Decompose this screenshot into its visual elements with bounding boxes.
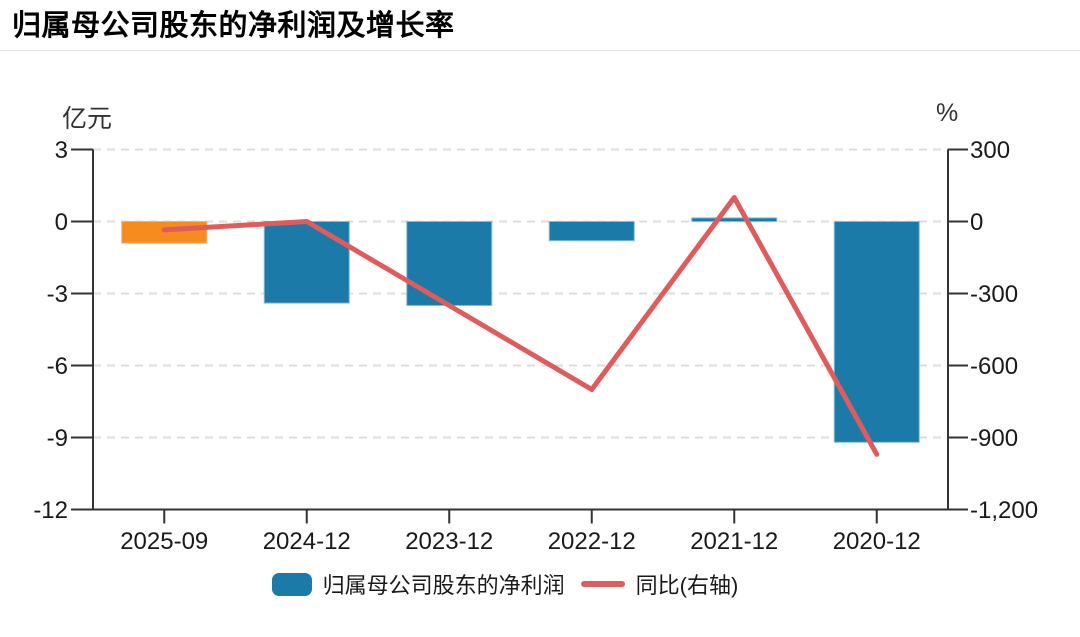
x-axis-tick-label: 2021-12 bbox=[690, 528, 778, 555]
legend-item-yoy[interactable]: 同比(右轴) bbox=[580, 568, 739, 600]
bar-2020-12[interactable] bbox=[833, 221, 920, 443]
line-series-label: 同比(右轴) bbox=[635, 573, 739, 598]
left-axis-tick-label: -6 bbox=[47, 353, 68, 380]
bar-series-swatch bbox=[271, 572, 312, 596]
left-axis-tick-label: -9 bbox=[47, 425, 68, 452]
bar-2021-12[interactable] bbox=[691, 217, 778, 222]
yoy-trend-line[interactable] bbox=[161, 195, 880, 457]
right-axis-tick-label: -300 bbox=[970, 281, 1018, 308]
right-axis-unit-label: % bbox=[936, 99, 959, 127]
right-axis-tick-label: 300 bbox=[970, 137, 1010, 164]
x-axis-tick-label: 2024-12 bbox=[263, 528, 351, 555]
left-axis-tick-label: 0 bbox=[55, 209, 68, 236]
legend: 归属母公司股东的净利润 同比(右轴) bbox=[0, 568, 1045, 600]
left-axis-tick-label: -12 bbox=[33, 497, 68, 524]
left-axis-unit-label: 亿元 bbox=[62, 105, 113, 133]
bar-2023-12[interactable] bbox=[406, 221, 493, 306]
left-axis-tick-label: -3 bbox=[47, 281, 68, 308]
x-axis-tick-label: 2023-12 bbox=[405, 528, 493, 555]
line-series-swatch bbox=[580, 581, 625, 587]
bar-series-label: 归属母公司股东的净利润 bbox=[322, 573, 565, 598]
legend-item-net-profit[interactable]: 归属母公司股东的净利润 bbox=[271, 568, 565, 600]
bar-2022-12[interactable] bbox=[548, 221, 635, 242]
x-axis-tick-label: 2025-09 bbox=[120, 528, 208, 555]
right-axis-tick-label: -600 bbox=[970, 353, 1018, 380]
right-axis-tick-label: 0 bbox=[970, 209, 983, 236]
right-axis-tick-label: -1,200 bbox=[970, 497, 1038, 524]
bar-2024-12[interactable] bbox=[263, 221, 350, 304]
x-axis-tick-label: 2020-12 bbox=[833, 528, 921, 555]
page-header: 归属母公司股东的净利润及增长率 bbox=[0, 0, 1080, 51]
page-title: 归属母公司股东的净利润及增长率 bbox=[12, 10, 455, 42]
left-axis-tick-label: 3 bbox=[55, 137, 68, 164]
x-axis-tick-label: 2022-12 bbox=[548, 528, 636, 555]
right-axis-tick-label: -900 bbox=[970, 425, 1018, 452]
